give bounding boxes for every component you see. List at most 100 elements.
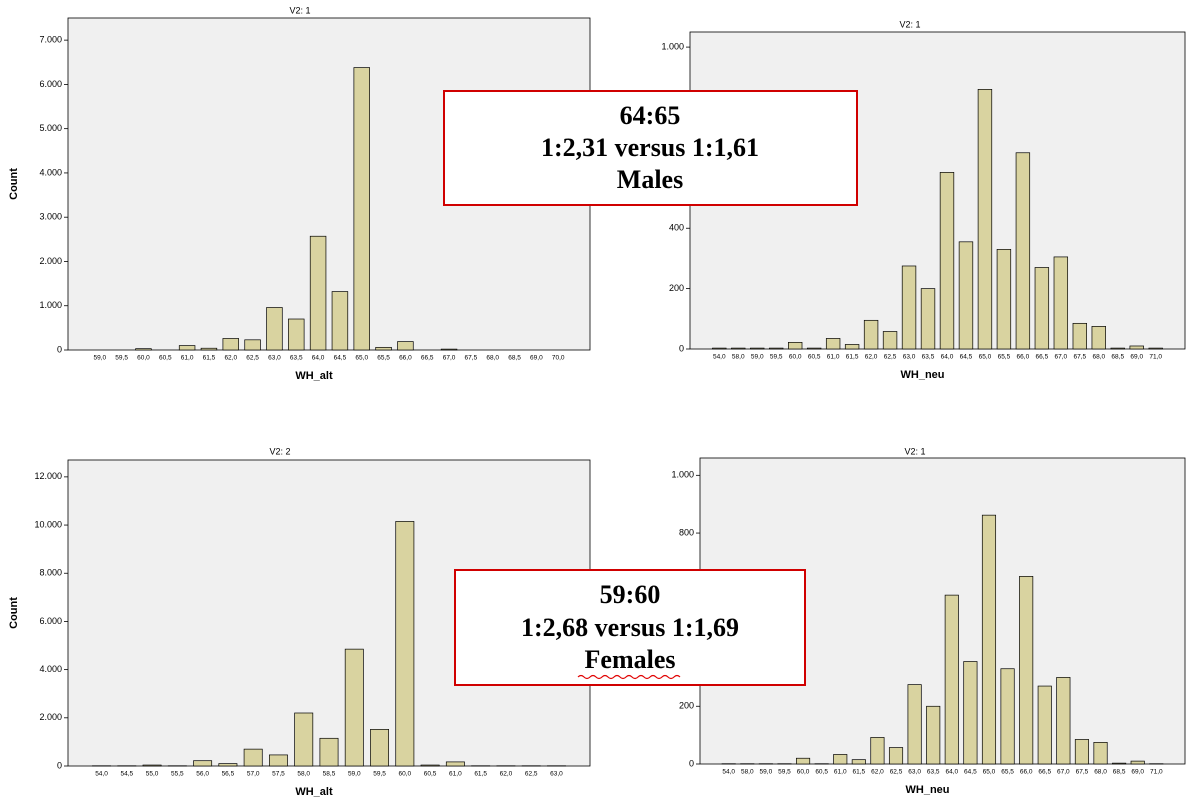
bar [863, 319, 879, 350]
bar [266, 307, 283, 351]
x-tick-label: 66,5 [421, 355, 434, 362]
annotation-text: 64:65 [620, 101, 681, 130]
x-tick-label: 62,0 [500, 771, 513, 778]
x-tick-label: 62,0 [871, 769, 884, 776]
bar [135, 348, 152, 351]
annotation-text: Females [585, 645, 676, 674]
x-tick-label: 71,0 [1149, 354, 1162, 361]
x-tick-label: 69,0 [1131, 769, 1144, 776]
bar [844, 344, 860, 350]
y-tick-label: 1.000 [661, 41, 684, 51]
x-tick-label: 65,0 [355, 355, 368, 362]
x-tick-label: 59,5 [770, 354, 783, 361]
x-tick-label: 61,0 [449, 771, 462, 778]
annotation-box: 59:60 1:2,68 versus 1:1,69 Females [454, 569, 806, 686]
x-tick-label: 65,5 [377, 355, 390, 362]
x-tick-label: 63,5 [927, 769, 940, 776]
y-tick-label: 200 [669, 283, 684, 293]
spellcheck-underline [577, 674, 681, 680]
y-tick-label: 7.000 [39, 35, 62, 45]
bar [1019, 576, 1034, 765]
x-tick-label: 61,5 [846, 354, 859, 361]
bar [939, 172, 955, 350]
y-tick-label: 4.000 [39, 664, 62, 674]
x-tick-label: 61,0 [827, 354, 840, 361]
x-tick-label: 62,5 [884, 354, 897, 361]
x-tick-label: 69,0 [530, 355, 543, 362]
x-tick-label: 61,0 [834, 769, 847, 776]
bar [353, 67, 370, 351]
bar [944, 594, 959, 765]
chart-title: V2: 1 [289, 5, 310, 15]
x-tick-label: 58,5 [323, 771, 336, 778]
y-tick-label: 1.000 [671, 470, 694, 480]
x-tick-label: 68,5 [1111, 354, 1124, 361]
x-tick-label: 54,0 [713, 354, 726, 361]
x-tick-label: 60,5 [815, 769, 828, 776]
bar [222, 338, 239, 351]
y-tick-label: 2.000 [39, 256, 62, 266]
bar [788, 342, 803, 350]
bar [806, 347, 822, 350]
bar [750, 347, 765, 350]
x-tick-label: 64,5 [960, 354, 973, 361]
bar [1091, 326, 1106, 350]
bar [825, 338, 841, 350]
x-tick-label: 64,5 [964, 769, 977, 776]
x-tick-label: 58,0 [732, 354, 745, 361]
y-tick-label: 0 [689, 758, 694, 768]
x-axis-label: WH_alt [295, 786, 333, 798]
bar [1053, 256, 1069, 350]
bar [445, 761, 465, 767]
bar [288, 318, 305, 351]
bar [851, 759, 866, 765]
x-tick-label: 65,5 [1001, 769, 1014, 776]
x-tick-label: 71,0 [1150, 769, 1163, 776]
bar [1148, 347, 1163, 350]
bar [882, 331, 898, 350]
x-tick-label: 67,0 [443, 355, 456, 362]
bar [420, 764, 440, 767]
bar [1129, 345, 1144, 350]
bar [1074, 739, 1089, 765]
bar [963, 661, 978, 765]
x-tick-label: 64,0 [312, 355, 325, 362]
x-tick-label: 62,0 [224, 355, 237, 362]
y-tick-label: 12.000 [34, 471, 62, 481]
bar [440, 348, 458, 351]
y-tick-label: 6.000 [39, 616, 62, 626]
bar [833, 754, 848, 765]
y-tick-label: 5.000 [39, 123, 62, 133]
x-tick-label: 56,0 [196, 771, 209, 778]
bar [1072, 322, 1087, 350]
chart-title: V2: 1 [899, 19, 920, 29]
x-tick-label: 67,5 [1073, 354, 1086, 361]
x-tick-label: 58,0 [297, 771, 310, 778]
x-tick-label: 66,5 [1038, 769, 1051, 776]
annotation-text: 1:2,31 versus 1:1,61 [541, 133, 759, 162]
x-tick-label: 66,0 [1017, 354, 1030, 361]
x-tick-label: 58,0 [741, 769, 754, 776]
annotation-text: Males [617, 165, 683, 194]
bar [370, 729, 390, 767]
bar [244, 339, 261, 351]
annotation-frame [454, 569, 806, 686]
bar [901, 265, 917, 350]
bar [731, 347, 746, 350]
x-tick-label: 54,0 [722, 769, 735, 776]
x-tick-label: 61,0 [181, 355, 194, 362]
bar [243, 748, 263, 767]
y-tick-label: 8.000 [39, 568, 62, 578]
bar [309, 235, 327, 351]
x-tick-label: 65,5 [998, 354, 1011, 361]
x-tick-label: 60,5 [424, 771, 437, 778]
bar [193, 760, 213, 767]
bar [294, 712, 314, 767]
y-tick-label: 4.000 [39, 167, 62, 177]
x-tick-label: 68,5 [1113, 769, 1126, 776]
x-tick-label: 62,0 [865, 354, 878, 361]
y-tick-label: 800 [679, 527, 694, 537]
y-tick-label: 6.000 [39, 79, 62, 89]
x-tick-label: 63,0 [903, 354, 916, 361]
